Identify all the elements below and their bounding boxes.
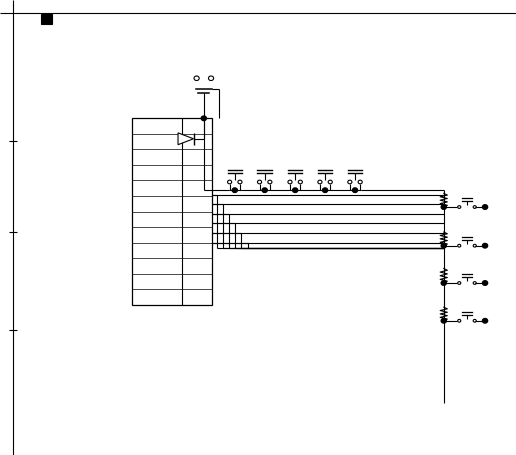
Circle shape	[441, 243, 446, 248]
Circle shape	[441, 205, 446, 209]
Circle shape	[482, 243, 488, 248]
Circle shape	[201, 116, 206, 121]
Circle shape	[482, 205, 488, 209]
Circle shape	[232, 188, 237, 192]
Circle shape	[262, 188, 267, 192]
Circle shape	[441, 281, 446, 285]
Circle shape	[441, 318, 446, 323]
Circle shape	[322, 188, 328, 192]
Circle shape	[482, 318, 488, 323]
Circle shape	[352, 188, 358, 192]
Circle shape	[482, 281, 488, 285]
Bar	[132, 118, 212, 305]
Polygon shape	[178, 133, 194, 145]
Circle shape	[293, 188, 298, 192]
Bar	[41, 14, 52, 24]
